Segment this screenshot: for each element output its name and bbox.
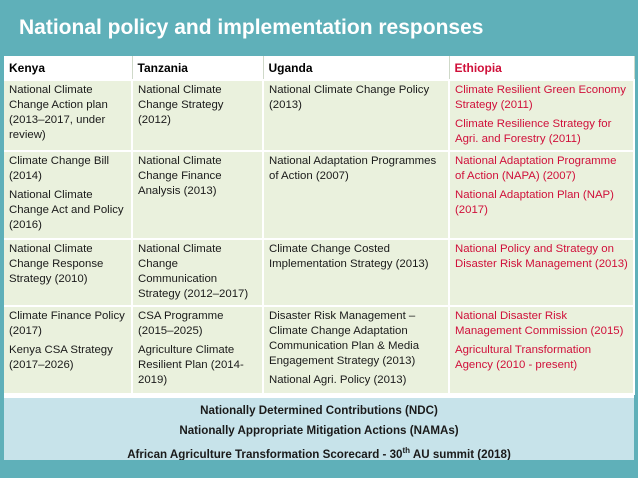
- table-cell: National Adaptation Programmes of Action…: [263, 151, 450, 240]
- policy-table-container: Kenya Tanzania Uganda Ethiopia National …: [4, 56, 635, 448]
- table-cell: Climate Change Bill (2014) National Clima…: [4, 151, 133, 240]
- column-header-kenya: Kenya: [4, 56, 133, 81]
- table-cell: National Climate Change Communication St…: [132, 239, 264, 307]
- table-cell: National Climate Change Response Strateg…: [4, 239, 133, 307]
- bottom-border-strip: [0, 460, 638, 478]
- table-cell: National Climate Change Policy (2013): [263, 80, 450, 152]
- footer-scorecard-suffix: AU summit (2018): [410, 447, 511, 461]
- table-cell: National Climate Change Strategy (2012): [132, 80, 264, 152]
- table-row: Climate Change Bill (2014) National Clima…: [4, 151, 635, 240]
- table-cell: National Disaster Risk Management Commis…: [449, 306, 635, 395]
- table-row: National Climate Change Action plan (201…: [4, 80, 635, 152]
- table-cell: CSA Programme (2015–2025) Agriculture Cli…: [132, 306, 264, 395]
- regional-commitments-footer: Nationally Determined Contributions (NDC…: [4, 398, 634, 461]
- footer-line-ndc: Nationally Determined Contributions (NDC…: [200, 404, 438, 417]
- policy-entry: Climate Resilient Green Economy Strategy…: [455, 84, 626, 111]
- column-header-ethiopia: Ethiopia: [449, 56, 635, 81]
- column-header-tanzania: Tanzania: [132, 56, 264, 81]
- policy-entry: National Disaster Risk Management Commis…: [455, 310, 624, 337]
- table-row: Climate Finance Policy (2017) Kenya CSA S…: [4, 306, 635, 395]
- policy-entry: Climate Change Costed Implementation Str…: [269, 243, 429, 270]
- policy-entry: National Adaptation Programmes of Action…: [269, 155, 437, 182]
- policy-table: Kenya Tanzania Uganda Ethiopia National …: [4, 56, 635, 395]
- policy-entry: National Policy and Strategy on Disaster…: [455, 243, 628, 270]
- policy-entry: Climate Change Bill (2014): [9, 155, 110, 182]
- policy-entry: Climate Finance Policy (2017): [9, 310, 125, 337]
- policy-entry: Kenya CSA Strategy (2017–2026): [9, 344, 113, 371]
- table-row: National Climate Change Response Strateg…: [4, 239, 635, 307]
- policy-entry: National Climate Change Act and Policy (…: [9, 189, 124, 231]
- table-header-row: Kenya Tanzania Uganda Ethiopia: [4, 56, 635, 81]
- table-cell: National Adaptation Programme of Action …: [449, 151, 635, 240]
- table-cell: Climate Resilient Green Economy Strategy…: [449, 80, 635, 152]
- policy-entry: National Adaptation Programme of Action …: [455, 155, 617, 182]
- policy-entry: CSA Programme (2015–2025): [138, 310, 224, 337]
- policy-entry: National Climate Change Communication St…: [138, 243, 249, 300]
- policy-entry: National Agri. Policy (2013): [269, 374, 407, 386]
- slide-title: National policy and implementation respo…: [0, 0, 638, 56]
- footer-line-namas: Nationally Appropriate Mitigation Action…: [179, 424, 459, 437]
- table-cell: Climate Finance Policy (2017) Kenya CSA S…: [4, 306, 133, 395]
- footer-line-scorecard: African Agriculture Transformation Score…: [4, 441, 634, 465]
- policy-entry: National Climate Change Finance Analysis…: [138, 155, 222, 197]
- policy-entry: National Climate Change Policy (2013): [269, 84, 430, 111]
- footer-superscript: th: [402, 446, 411, 455]
- column-header-uganda: Uganda: [263, 56, 450, 81]
- policy-entry: National Climate Change Action plan (201…: [9, 84, 108, 141]
- policy-entry: National Climate Change Strategy (2012): [138, 84, 224, 126]
- table-cell: National Policy and Strategy on Disaster…: [449, 239, 635, 307]
- table-cell: Climate Change Costed Implementation Str…: [263, 239, 450, 307]
- policy-entry: Disaster Risk Management – Climate Chang…: [269, 310, 420, 367]
- footer-scorecard-text: African Agriculture Transformation Score…: [127, 447, 403, 461]
- policy-entry: Climate Resilience Strategy for Agri. an…: [455, 118, 612, 145]
- table-cell: National Climate Change Action plan (201…: [4, 80, 133, 152]
- policy-entry: National Adaptation Plan (NAP) (2017): [455, 189, 614, 216]
- policy-entry: Agriculture Climate Resilient Plan (2014…: [138, 344, 244, 386]
- policy-entry: Agricultural Transformation Agency (2010…: [455, 344, 592, 371]
- table-cell: National Climate Change Finance Analysis…: [132, 151, 264, 240]
- policy-entry: National Climate Change Response Strateg…: [9, 243, 104, 285]
- table-cell: Disaster Risk Management – Climate Chang…: [263, 306, 450, 395]
